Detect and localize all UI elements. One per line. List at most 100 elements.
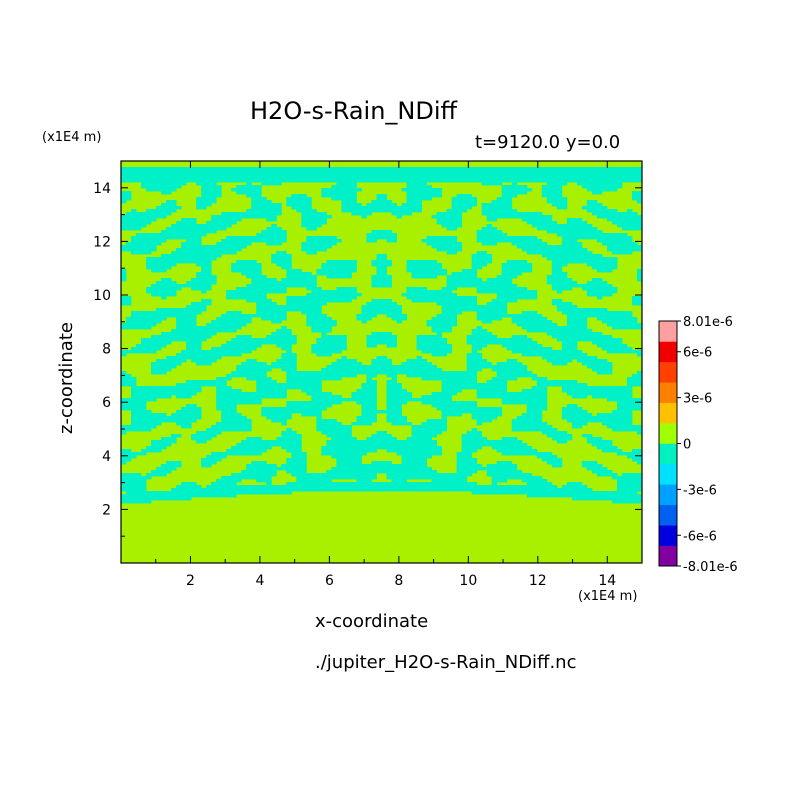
heatmap-cell	[441, 323, 448, 327]
heatmap-cell	[216, 254, 222, 258]
heatmap-cell	[326, 215, 332, 219]
heatmap-cell	[481, 437, 488, 441]
heatmap-cell	[411, 359, 417, 363]
heatmap-cell	[596, 440, 603, 444]
heatmap-cell	[466, 299, 473, 303]
heatmap-cell	[291, 470, 297, 474]
heatmap-cell	[636, 452, 643, 456]
heatmap-cell	[606, 494, 613, 498]
heatmap-cell	[146, 221, 152, 225]
heatmap-cell	[236, 218, 242, 222]
heatmap-cell	[521, 413, 528, 417]
heatmap-cell	[416, 425, 422, 429]
heatmap-cell	[396, 317, 402, 321]
heatmap-cell	[501, 362, 508, 366]
heatmap-cell	[321, 446, 327, 450]
heatmap-cell	[536, 347, 543, 351]
heatmap-cell	[531, 419, 538, 423]
heatmap-cell	[616, 476, 623, 480]
heatmap-cell	[596, 338, 603, 342]
heatmap-cell	[556, 329, 563, 333]
heatmap-cell	[201, 230, 207, 234]
heatmap-cell	[481, 410, 488, 414]
heatmap-cell	[436, 335, 443, 339]
heatmap-cell	[261, 446, 267, 450]
heatmap-cell	[191, 356, 197, 360]
heatmap-cell	[186, 389, 192, 393]
heatmap-cell	[161, 290, 167, 294]
heatmap-cell	[291, 296, 297, 300]
heatmap-cell	[336, 275, 342, 279]
heatmap-cell	[296, 377, 302, 381]
heatmap-cell	[196, 305, 202, 309]
heatmap-cell	[421, 476, 427, 480]
heatmap-cell	[121, 479, 127, 483]
heatmap-cell	[301, 467, 307, 471]
heatmap-cell	[456, 215, 463, 219]
heatmap-cell	[446, 281, 453, 285]
heatmap-cell	[276, 233, 282, 237]
heatmap-cell	[286, 458, 292, 462]
heatmap-cell	[566, 218, 573, 222]
heatmap-cell	[441, 239, 448, 243]
heatmap-cell	[331, 485, 337, 489]
heatmap-cell	[321, 266, 327, 270]
heatmap-cell	[466, 407, 473, 411]
heatmap-cell	[421, 347, 427, 351]
heatmap-cell	[471, 266, 478, 270]
heatmap-cell	[426, 482, 432, 486]
heatmap-cell	[271, 341, 277, 345]
heatmap-cell	[431, 434, 438, 438]
heatmap-cell	[481, 389, 488, 393]
heatmap-cell	[231, 350, 237, 354]
heatmap-cell	[236, 365, 242, 369]
heatmap-cell	[551, 356, 558, 360]
heatmap-cell	[596, 464, 603, 468]
heatmap-cell	[286, 410, 292, 414]
heatmap-cell	[416, 488, 422, 492]
heatmap-cell	[221, 221, 227, 225]
heatmap-cell	[311, 293, 317, 297]
heatmap-cell	[186, 221, 192, 225]
heatmap-cell	[121, 425, 127, 429]
heatmap-cell	[331, 482, 337, 486]
heatmap-cell	[146, 473, 152, 477]
heatmap-cell	[401, 401, 407, 405]
heatmap-cell	[281, 353, 287, 357]
heatmap-cell	[131, 485, 137, 489]
heatmap-cell	[626, 224, 633, 228]
heatmap-cell	[261, 338, 267, 342]
heatmap-cell	[166, 467, 172, 471]
heatmap-cell	[526, 485, 533, 489]
heatmap-cell	[526, 251, 533, 255]
heatmap-cell	[351, 368, 357, 372]
heatmap-cell	[476, 413, 483, 417]
heatmap-cell	[411, 287, 417, 291]
heatmap-cell	[236, 413, 242, 417]
heatmap-cell	[136, 311, 142, 315]
heatmap-cell	[421, 365, 427, 369]
heatmap-cell	[441, 290, 448, 294]
heatmap-cell	[251, 371, 257, 375]
heatmap-cell	[326, 443, 332, 447]
heatmap-cell	[356, 314, 362, 318]
heatmap-cell	[306, 377, 312, 381]
heatmap-cell	[481, 257, 488, 261]
heatmap-cell	[411, 365, 417, 369]
heatmap-cell	[381, 230, 387, 234]
heatmap-cell	[436, 293, 443, 297]
heatmap-cell	[371, 368, 377, 372]
heatmap-cell	[551, 464, 558, 468]
heatmap-cell	[486, 311, 493, 315]
heatmap-cell	[121, 431, 127, 435]
heatmap-cell	[431, 476, 438, 480]
heatmap-cell	[491, 383, 498, 387]
heatmap-cell	[291, 482, 297, 486]
heatmap-cell	[156, 311, 162, 315]
heatmap-cell	[391, 335, 397, 339]
heatmap-cell	[386, 314, 392, 318]
heatmap-cell	[486, 239, 493, 243]
heatmap-cell	[526, 389, 533, 393]
heatmap-cell	[171, 488, 177, 492]
heatmap-cell	[186, 317, 192, 321]
